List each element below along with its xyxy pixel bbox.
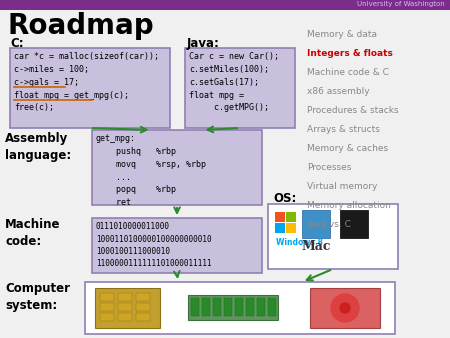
- Text: Windows 8: Windows 8: [276, 238, 323, 247]
- Bar: [202, 298, 210, 316]
- Text: 0111010000011000
1000110100000100000000010
1000100111000010
11000001111111010000: 0111010000011000 10001101000001000000000…: [96, 222, 212, 268]
- Bar: [185, 48, 295, 128]
- Bar: [136, 293, 150, 301]
- Bar: [100, 303, 114, 311]
- Text: C:: C:: [10, 37, 23, 50]
- Text: University of Washington: University of Washington: [357, 1, 445, 7]
- Circle shape: [340, 303, 350, 313]
- Bar: [92, 218, 262, 273]
- Bar: [224, 298, 232, 316]
- Bar: [191, 298, 199, 316]
- Bar: [188, 295, 278, 320]
- Text: Car c = new Car();
c.setMiles(100);
c.setGals(17);
float mpg =
     c.getMPG();: Car c = new Car(); c.setMiles(100); c.se…: [189, 52, 279, 113]
- Bar: [118, 303, 132, 311]
- Bar: [235, 298, 243, 316]
- Bar: [95, 288, 160, 328]
- Bar: [100, 293, 114, 301]
- Bar: [302, 210, 330, 238]
- Bar: [118, 293, 132, 301]
- Bar: [0, 0, 450, 10]
- Text: OS:: OS:: [273, 192, 297, 205]
- Text: Procedures & stacks: Procedures & stacks: [307, 106, 399, 115]
- Text: Arrays & structs: Arrays & structs: [307, 125, 380, 134]
- Text: get_mpg:
    pushq   %rbp
    movq    %rsp, %rbp
    ...
    popq    %rbp
    re: get_mpg: pushq %rbp movq %rsp, %rbp ... …: [96, 134, 206, 207]
- Bar: [286, 223, 296, 233]
- Bar: [275, 223, 285, 233]
- Text: car *c = malloc(sizeof(car));
c->miles = 100;
c->gals = 17;
float mpg = get_mpg(: car *c = malloc(sizeof(car)); c->miles =…: [14, 52, 159, 113]
- Text: Assembly
language:: Assembly language:: [5, 132, 71, 162]
- Bar: [10, 48, 170, 128]
- Bar: [310, 288, 380, 328]
- Bar: [275, 212, 285, 222]
- Text: Virtual memory: Virtual memory: [307, 182, 378, 191]
- Text: Memory & data: Memory & data: [307, 30, 377, 39]
- Bar: [136, 303, 150, 311]
- Bar: [213, 298, 221, 316]
- Text: Memory allocation: Memory allocation: [307, 201, 391, 210]
- Text: Memory & caches: Memory & caches: [307, 144, 388, 153]
- Text: Computer
system:: Computer system:: [5, 282, 70, 312]
- Bar: [85, 282, 395, 334]
- Text: Roadmap: Roadmap: [8, 12, 155, 40]
- Bar: [92, 130, 262, 205]
- Text: Machine
code:: Machine code:: [5, 218, 60, 248]
- Bar: [268, 298, 276, 316]
- Bar: [100, 313, 114, 321]
- Bar: [118, 313, 132, 321]
- Text: Machine code & C: Machine code & C: [307, 68, 389, 77]
- Text: Java:: Java:: [187, 37, 220, 50]
- Bar: [340, 210, 368, 238]
- Text: Processes: Processes: [307, 163, 351, 172]
- Bar: [257, 298, 265, 316]
- Text: Mac: Mac: [302, 240, 332, 253]
- Bar: [286, 212, 296, 222]
- Text: Integers & floats: Integers & floats: [307, 49, 393, 58]
- Text: Java vs. C: Java vs. C: [307, 220, 351, 229]
- Bar: [268, 204, 398, 269]
- Bar: [136, 313, 150, 321]
- Text: x86 assembly: x86 assembly: [307, 87, 369, 96]
- Bar: [246, 298, 254, 316]
- Circle shape: [331, 294, 359, 322]
